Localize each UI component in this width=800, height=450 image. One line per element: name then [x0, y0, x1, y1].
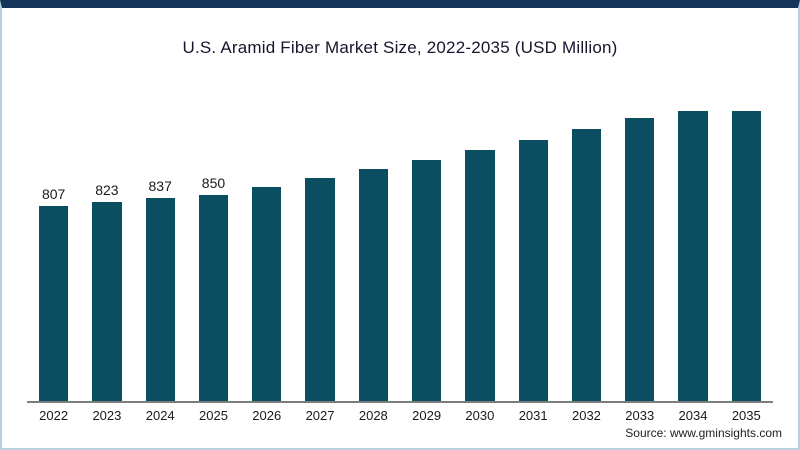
x-axis-tick-label: 2024 — [145, 408, 175, 423]
bar — [571, 129, 602, 401]
chart-title: U.S. Aramid Fiber Market Size, 2022-2035… — [182, 38, 618, 57]
bar-column — [507, 91, 560, 401]
x-axis-tick-label: 2023 — [92, 408, 122, 423]
x-axis-tick-label: 2026 — [252, 408, 282, 423]
x-axis-tick-label: 2022 — [39, 408, 69, 423]
bar — [411, 160, 442, 401]
bar-column — [400, 91, 453, 401]
x-axis-tick-label: 2032 — [571, 408, 601, 423]
x-axis-tick-label: 2027 — [305, 408, 335, 423]
x-axis-tick-label: 2035 — [731, 408, 761, 423]
bar-value-label: 837 — [148, 178, 172, 194]
bar-column — [240, 91, 293, 401]
bar — [305, 178, 335, 401]
bar-value-label: 823 — [95, 182, 119, 198]
bar — [625, 118, 655, 401]
bar — [518, 140, 548, 401]
bar-column — [347, 91, 400, 401]
bar-column: 807 — [27, 91, 80, 401]
x-axis-line — [27, 401, 773, 403]
x-axis-tick-label: 2025 — [199, 408, 228, 423]
x-axis-labels: 2022 2023 2024 2025 2026 2027 2028 2029 2030 2031… — [27, 408, 773, 423]
bar-column: 850 — [187, 91, 240, 401]
bar — [731, 111, 761, 401]
bar — [92, 202, 122, 401]
bar-column — [613, 91, 666, 401]
bar-column: 837 — [134, 91, 187, 401]
bar — [198, 195, 229, 401]
bar — [145, 198, 175, 401]
bar-column — [293, 91, 346, 401]
bar — [358, 169, 388, 401]
plot-area: 807 823 837 850 — [27, 91, 773, 401]
x-axis-tick-label: 2033 — [625, 408, 655, 423]
bar-column — [560, 91, 613, 401]
bar-value-label: 850 — [201, 175, 226, 191]
bar — [678, 111, 708, 401]
source-attribution: Source: www.gminsights.com — [625, 426, 782, 440]
bar-column — [453, 91, 506, 401]
bar — [38, 206, 69, 401]
x-axis-tick-label: 2034 — [678, 408, 708, 423]
bar-column — [720, 91, 773, 401]
bar-value-label: 807 — [41, 186, 66, 202]
x-axis-tick-label: 2028 — [358, 408, 388, 423]
bar-column — [666, 91, 719, 401]
bar — [465, 150, 495, 401]
x-axis-tick-label: 2030 — [465, 408, 495, 423]
x-axis-tick-label: 2031 — [518, 408, 548, 423]
bar-column: 823 — [80, 91, 133, 401]
x-axis-tick-label: 2029 — [412, 408, 442, 423]
bar — [252, 187, 282, 401]
